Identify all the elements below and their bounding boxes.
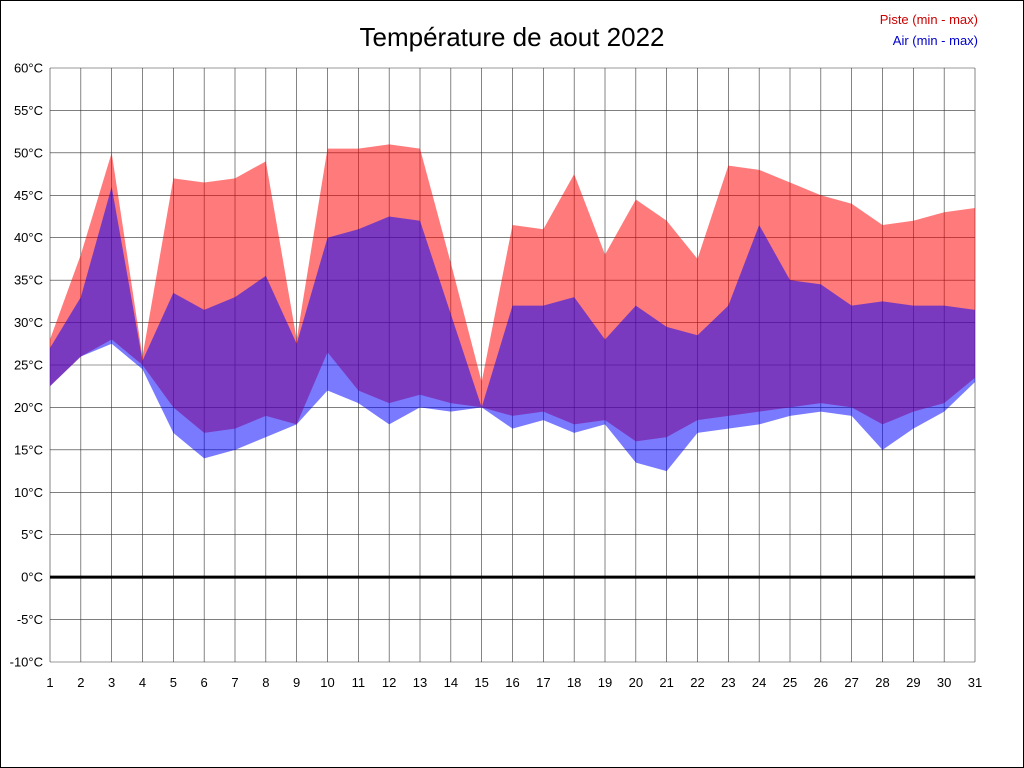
y-tick-label: 15°C bbox=[14, 442, 43, 457]
x-tick-label: 6 bbox=[201, 675, 208, 690]
y-tick-label: 25°C bbox=[14, 358, 43, 373]
x-tick-label: 18 bbox=[567, 675, 581, 690]
y-tick-label: -10°C bbox=[10, 655, 43, 670]
y-tick-label: 40°C bbox=[14, 230, 43, 245]
y-tick-label: 45°C bbox=[14, 188, 43, 203]
x-tick-label: 16 bbox=[505, 675, 519, 690]
chart-title: Température de aout 2022 bbox=[359, 22, 665, 52]
y-tick-label: 30°C bbox=[14, 315, 43, 330]
x-tick-label: 24 bbox=[752, 675, 766, 690]
x-tick-label: 27 bbox=[844, 675, 858, 690]
x-tick-label: 21 bbox=[659, 675, 673, 690]
x-tick-label: 28 bbox=[875, 675, 889, 690]
x-tick-label: 17 bbox=[536, 675, 550, 690]
y-tick-label: 0°C bbox=[21, 570, 43, 585]
x-tick-label: 7 bbox=[231, 675, 238, 690]
x-tick-label: 22 bbox=[690, 675, 704, 690]
x-tick-label: 9 bbox=[293, 675, 300, 690]
x-tick-label: 26 bbox=[814, 675, 828, 690]
x-tick-label: 30 bbox=[937, 675, 951, 690]
y-tick-label: 5°C bbox=[21, 527, 43, 542]
x-tick-label: 1 bbox=[46, 675, 53, 690]
y-tick-label: 60°C bbox=[14, 61, 43, 76]
air-band-area bbox=[50, 186, 975, 472]
x-tick-label: 5 bbox=[170, 675, 177, 690]
legend-air-label: Air (min - max) bbox=[892, 33, 978, 48]
x-tick-label: 12 bbox=[382, 675, 396, 690]
x-tick-label: 2 bbox=[77, 675, 84, 690]
x-tick-label: 31 bbox=[968, 675, 982, 690]
x-tick-label: 25 bbox=[783, 675, 797, 690]
x-tick-label: 14 bbox=[444, 675, 458, 690]
x-tick-label: 23 bbox=[721, 675, 735, 690]
x-tick-label: 19 bbox=[598, 675, 612, 690]
legend: Piste (min - max) Air (min - max) bbox=[880, 9, 978, 51]
x-tick-label: 3 bbox=[108, 675, 115, 690]
x-tick-label: 29 bbox=[906, 675, 920, 690]
x-tick-label: 4 bbox=[139, 675, 146, 690]
y-tick-label: -5°C bbox=[17, 612, 43, 627]
x-tick-label: 8 bbox=[262, 675, 269, 690]
y-tick-label: 55°C bbox=[14, 103, 43, 118]
y-tick-label: 20°C bbox=[14, 400, 43, 415]
y-tick-label: 10°C bbox=[14, 485, 43, 500]
x-tick-label: 10 bbox=[320, 675, 334, 690]
legend-piste-label: Piste (min - max) bbox=[879, 12, 978, 27]
x-tick-label: 13 bbox=[413, 675, 427, 690]
x-tick-label: 15 bbox=[474, 675, 488, 690]
x-tick-label: 11 bbox=[352, 675, 366, 690]
y-tick-label: 35°C bbox=[14, 273, 43, 288]
x-tick-label: 20 bbox=[629, 675, 643, 690]
y-tick-label: 50°C bbox=[14, 145, 43, 160]
